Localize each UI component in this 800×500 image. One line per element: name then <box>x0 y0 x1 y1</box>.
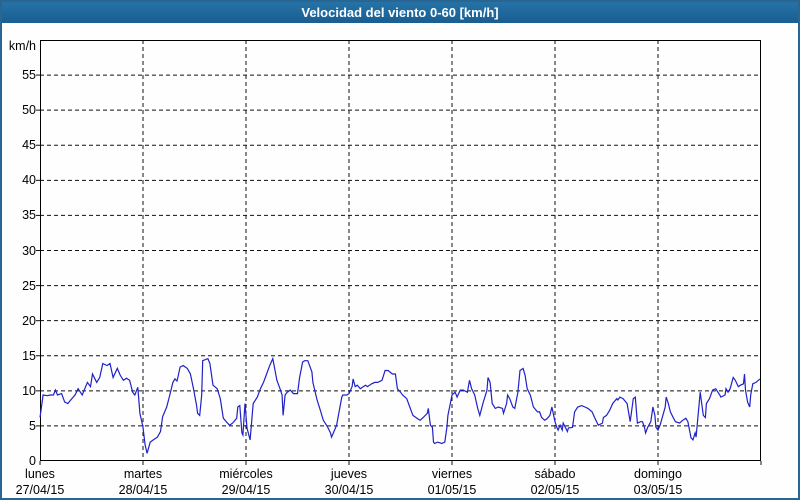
x-day-date-label: 03/05/15 <box>633 483 683 497</box>
x-day-date-label: 28/04/15 <box>118 483 168 497</box>
y-tick-label: 5 <box>29 418 36 433</box>
wind-speed-line <box>39 356 761 454</box>
x-day-name-label: lunes <box>25 467 55 481</box>
x-day-date-label: 01/05/15 <box>427 483 477 497</box>
x-day-name-label: domingo <box>634 467 682 481</box>
y-tick-label: 30 <box>22 243 36 258</box>
y-tick-label: 25 <box>22 278 36 293</box>
chart-title: Velocidad del viento 0-60 [km/h] <box>301 5 499 20</box>
y-tick-label: 55 <box>22 68 36 83</box>
y-origin-label: 0 <box>29 454 36 468</box>
plot-border <box>40 40 761 461</box>
plot-area <box>36 40 762 465</box>
y-tick-label: 15 <box>22 348 36 363</box>
x-day-name-label: viernes <box>431 467 473 481</box>
y-axis-unit-label: km/h <box>8 39 36 53</box>
plot-svg <box>36 40 762 465</box>
x-day-date-label: 27/04/15 <box>15 483 65 497</box>
title-bar: Velocidad del viento 0-60 [km/h] <box>2 2 798 23</box>
x-day-date-label: 29/04/15 <box>221 483 271 497</box>
y-tick-label: 50 <box>22 103 36 118</box>
x-day-date-label: 30/04/15 <box>324 483 374 497</box>
x-day-name-label: jueves <box>330 467 368 481</box>
x-day-name-label: sábado <box>534 467 576 481</box>
y-tick-label: 45 <box>22 138 36 153</box>
y-tick-label: 10 <box>22 383 36 398</box>
x-day-name-label: martes <box>123 467 163 481</box>
y-tick-label: 20 <box>22 313 36 328</box>
y-tick-label: 35 <box>22 208 36 223</box>
x-day-name-label: miércoles <box>219 467 273 481</box>
y-tick-label: 40 <box>22 173 36 188</box>
x-day-date-label: 02/05/15 <box>530 483 580 497</box>
